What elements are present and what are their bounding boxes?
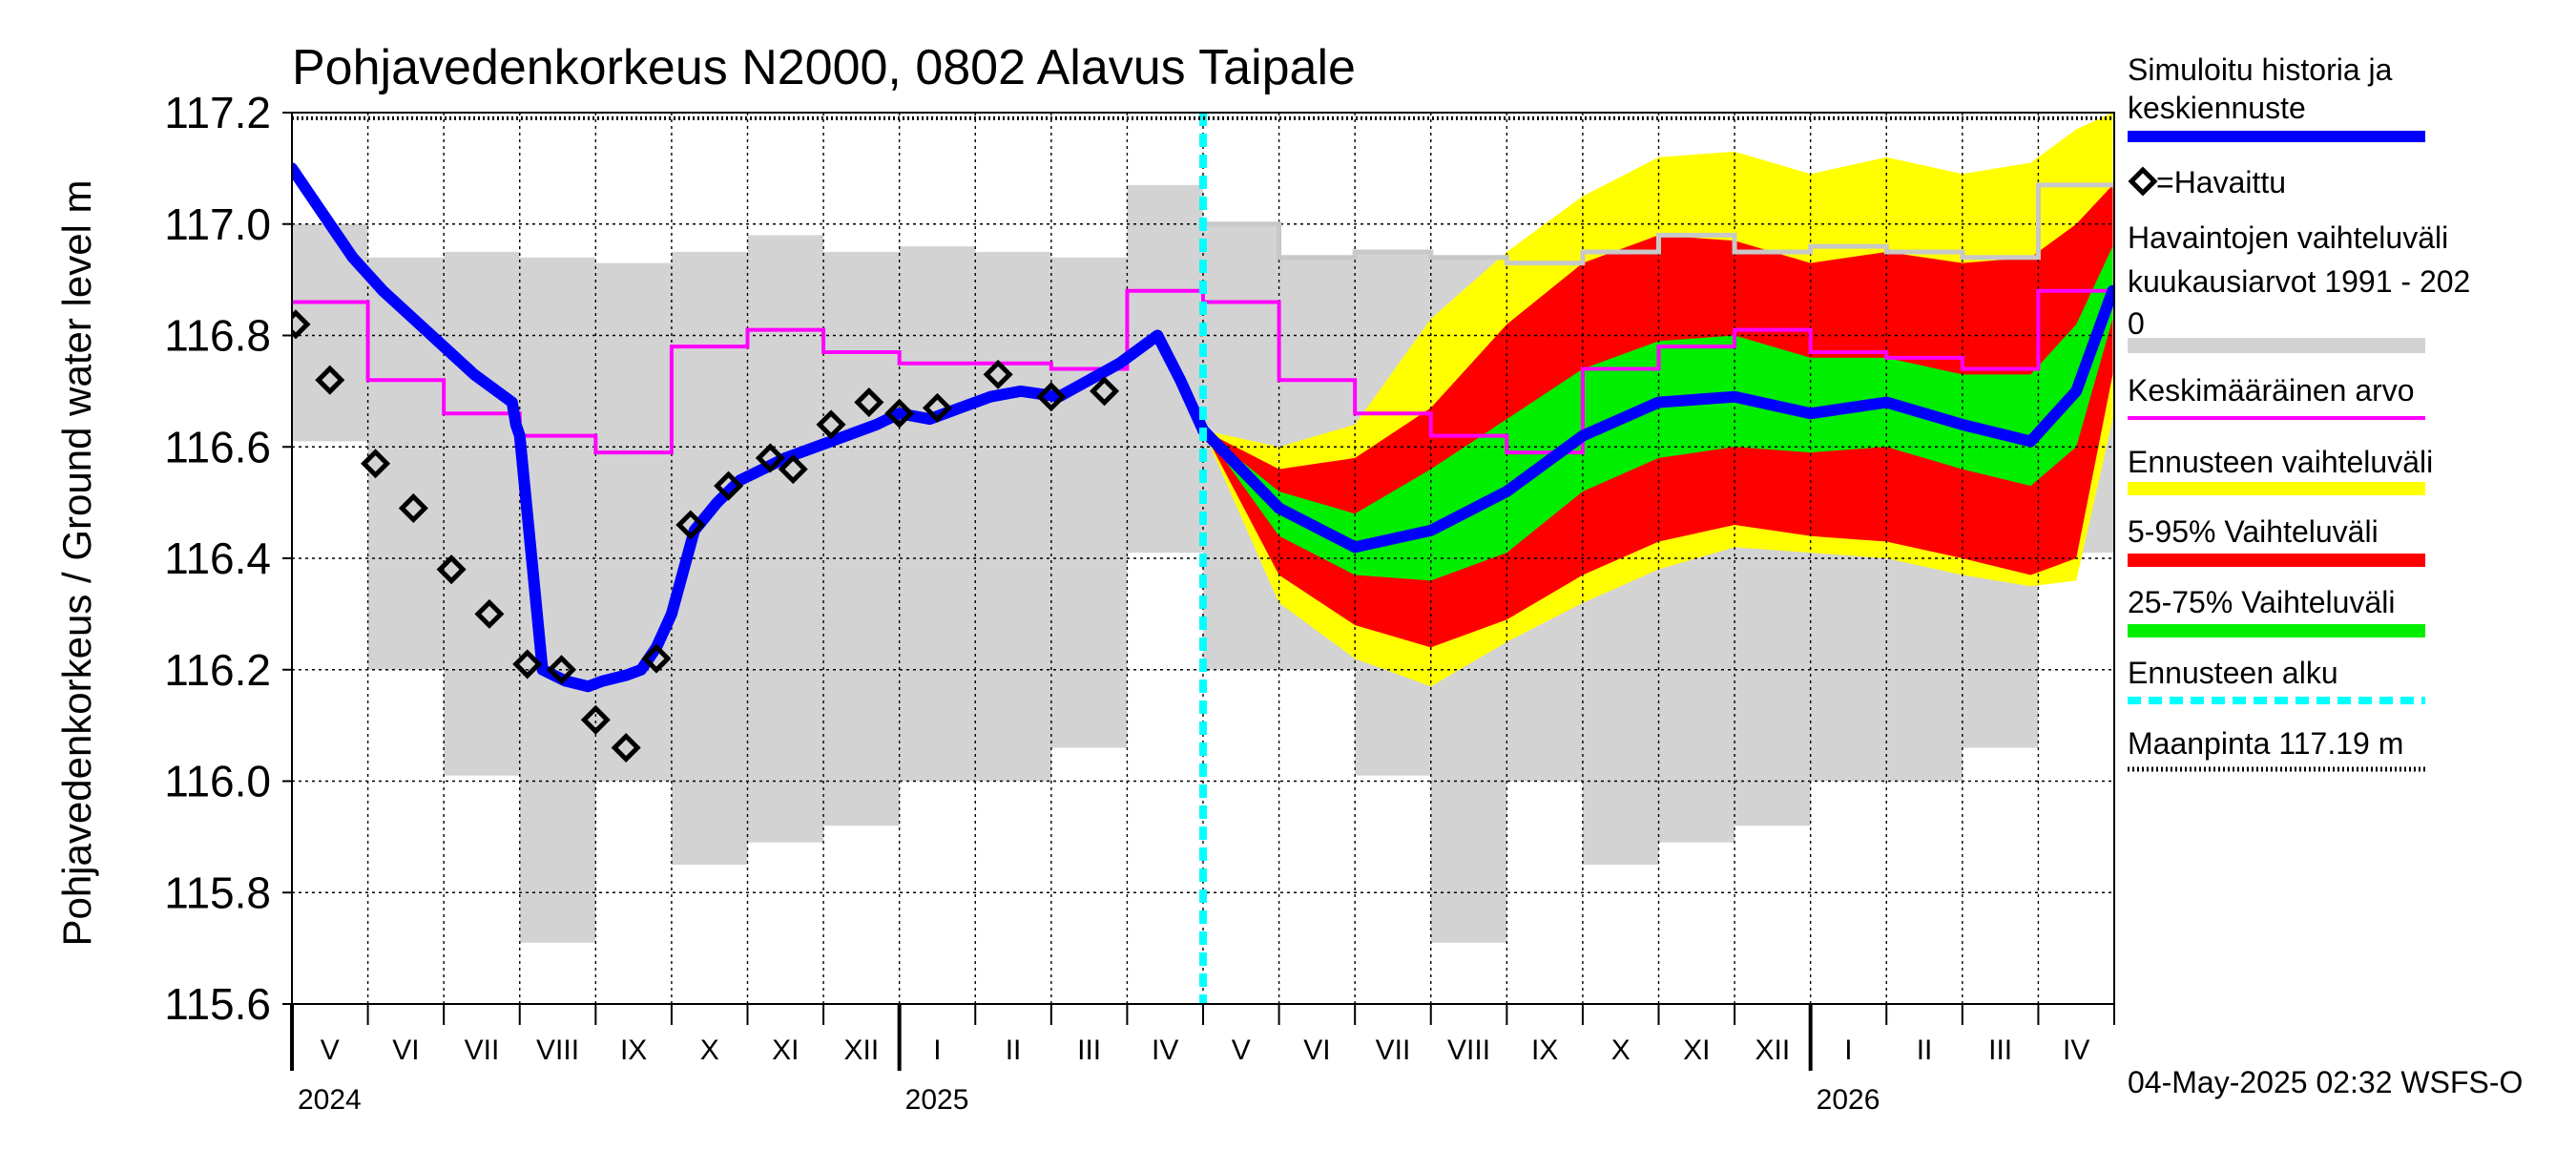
observed-point-10	[641, 643, 672, 674]
observed-point-15	[816, 409, 846, 440]
observed-point-17	[884, 398, 915, 429]
observed-point-3	[398, 492, 428, 523]
month-label-21: II	[1917, 1035, 1933, 1066]
month-label-15: VIII	[1447, 1035, 1490, 1066]
forecast-history-max-outline	[1203, 182, 2114, 266]
observed-point-20	[1036, 382, 1067, 412]
y-tick-label-0: 115.6	[164, 979, 271, 1029]
legend-p5-95-swatch	[2128, 554, 2425, 567]
month-label-9: II	[1006, 1035, 1022, 1066]
month-label-4: IX	[620, 1035, 647, 1066]
year-label-1: 2025	[905, 1084, 969, 1116]
y-tick-label-4: 116.4	[164, 533, 271, 583]
legend-simulated-swatch	[2128, 131, 2425, 142]
observed-point-21	[1090, 376, 1120, 407]
observed-point-8	[580, 704, 611, 735]
observed-point-1	[315, 365, 345, 395]
month-label-20: I	[1844, 1035, 1852, 1066]
observed-point-12	[714, 470, 744, 501]
observed-point-18	[922, 392, 952, 423]
y-tick-label-1: 115.8	[164, 868, 271, 917]
y-tick-label-5: 116.6	[164, 422, 271, 471]
y-tick-label-6: 116.8	[164, 311, 271, 361]
y-tick-label-2: 116.0	[164, 757, 271, 806]
y-tick-label-3: 116.2	[164, 645, 271, 695]
history-range-month-9	[975, 251, 1051, 782]
month-label-22: III	[1988, 1035, 2012, 1066]
year-label-2: 2026	[1817, 1084, 1880, 1116]
history-range-month-7	[823, 251, 900, 826]
legend-forecast-range-swatch	[2128, 482, 2425, 495]
month-label-17: X	[1611, 1035, 1631, 1066]
month-label-3: VIII	[536, 1035, 579, 1066]
month-label-18: XI	[1683, 1035, 1710, 1066]
month-label-1: VI	[392, 1035, 419, 1066]
month-label-19: XII	[1755, 1035, 1791, 1066]
observed-point-16	[854, 387, 884, 418]
month-label-11: IV	[1152, 1035, 1178, 1066]
chart-title: Pohjavedenkorkeus N2000, 0802 Alavus Tai…	[292, 40, 1356, 95]
month-label-2: VII	[465, 1035, 500, 1066]
y-tick-label-8: 117.2	[164, 88, 271, 137]
legend-p5-95-label: 5-95% Vaihteluväli	[2128, 514, 2379, 549]
forecast-25-75-band	[1203, 246, 2113, 581]
history-range-month-2	[444, 251, 520, 776]
simulated-history-line	[292, 162, 1209, 693]
legend-mean-label: Keskimääräinen arvo	[2128, 373, 2415, 408]
legend-p25-75-label: 25-75% Vaihteluväli	[2128, 585, 2395, 619]
history-range-month-1	[367, 257, 445, 670]
history-range-month-6	[747, 235, 824, 843]
legend-ground-surface-label: Maanpinta 117.19 m	[2128, 726, 2403, 761]
observed-point-14	[778, 454, 808, 485]
observed-point-11	[675, 510, 706, 540]
month-label-12: V	[1232, 1035, 1251, 1066]
observed-point-0	[292, 309, 311, 340]
legend-simulated-label-1: Simuloitu historia ja	[2128, 52, 2393, 87]
month-label-6: XI	[772, 1035, 799, 1066]
legend-simulated-label-2: keskiennuste	[2128, 91, 2306, 125]
observed-point-9	[611, 732, 641, 763]
legend-observed-swatch	[2128, 166, 2158, 197]
history-range-month-4	[595, 262, 672, 782]
observed-point-13	[755, 443, 785, 473]
legend-history-label-3: 0	[2128, 306, 2145, 341]
y-tick-label-7: 117.0	[164, 199, 271, 249]
year-label-0: 2024	[298, 1084, 362, 1116]
legend-p25-75-swatch	[2128, 624, 2425, 638]
legend-forecast-range-label: Ennusteen vaihteluväli	[2128, 445, 2433, 479]
legend-history-label-2: kuukausiarvot 1991 - 202	[2128, 264, 2470, 299]
month-label-16: IX	[1531, 1035, 1558, 1066]
observed-point-6	[512, 649, 543, 680]
observed-point-19	[983, 359, 1013, 389]
month-label-14: VII	[1376, 1035, 1411, 1066]
legend-history-swatch	[2128, 338, 2425, 353]
legend-observed-label: =Havaittu	[2156, 165, 2286, 199]
y-axis-label: Pohjavedenkorkeus / Ground water level m	[54, 179, 99, 946]
legend-history-label-1: Havaintojen vaihteluväli	[2128, 220, 2448, 255]
history-range-month-10	[1050, 257, 1128, 748]
legend-mean-swatch	[2128, 416, 2425, 420]
history-range-month-11	[1127, 184, 1203, 554]
month-label-10: III	[1077, 1035, 1101, 1066]
month-label-0: V	[321, 1035, 340, 1066]
history-range-month-8	[899, 246, 976, 782]
footer-timestamp: 04-May-2025 02:32 WSFS-O	[2128, 1065, 2523, 1099]
month-label-8: I	[933, 1035, 941, 1066]
month-label-23: IV	[2063, 1035, 2089, 1066]
observed-point-5	[474, 598, 505, 629]
month-label-5: X	[700, 1035, 719, 1066]
observed-point-4	[436, 554, 467, 585]
month-label-13: VI	[1303, 1035, 1330, 1066]
month-label-7: XII	[844, 1035, 880, 1066]
observed-point-2	[361, 449, 391, 479]
legend-forecast-start-label: Ennusteen alku	[2128, 656, 2338, 690]
observed-point-7	[546, 655, 577, 685]
forecast-median-line	[1197, 284, 2114, 554]
